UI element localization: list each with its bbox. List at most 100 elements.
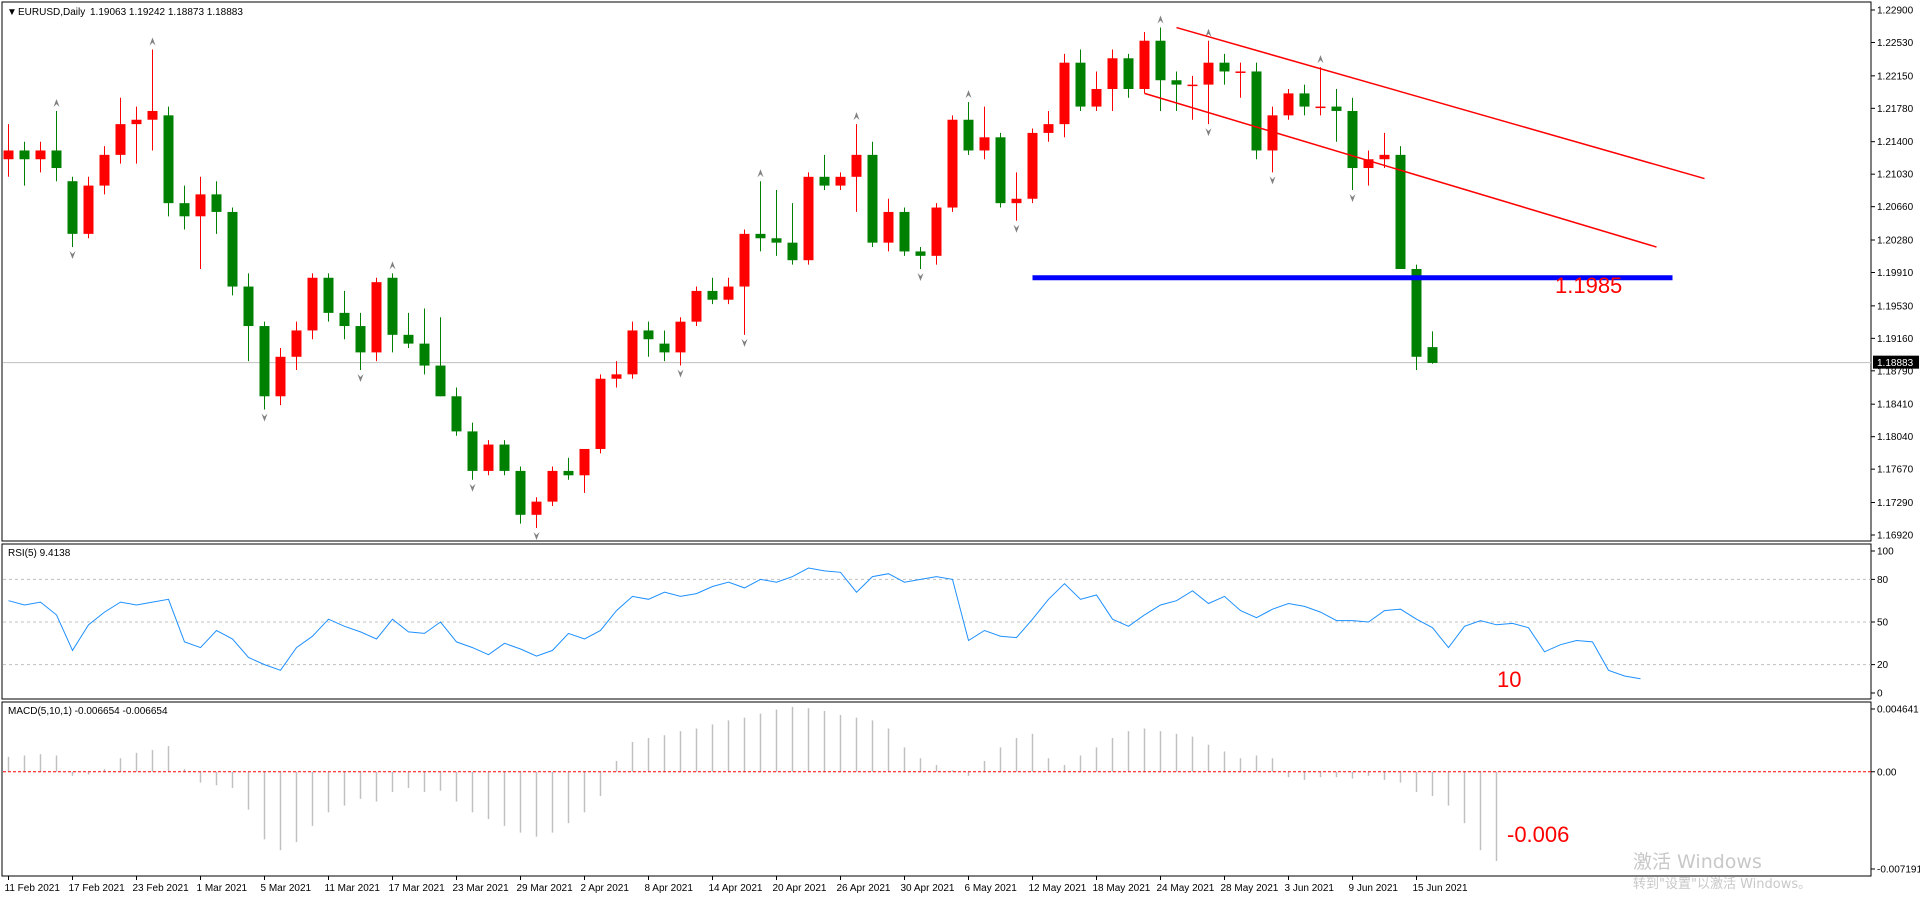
candle bbox=[1283, 89, 1294, 120]
candle-body bbox=[531, 501, 542, 515]
candle bbox=[659, 330, 670, 362]
candle bbox=[1107, 49, 1118, 111]
candle-body bbox=[51, 150, 62, 169]
candle bbox=[291, 321, 302, 370]
candle-body bbox=[419, 343, 430, 366]
fractal-down-icon bbox=[469, 483, 476, 492]
date-tick-label: 1 Mar 2021 bbox=[197, 883, 248, 894]
candle-body bbox=[3, 150, 14, 160]
current-price-box bbox=[1873, 355, 1919, 369]
candle-body bbox=[611, 374, 622, 379]
candle bbox=[915, 247, 926, 269]
candle bbox=[1331, 89, 1342, 142]
candle bbox=[259, 321, 270, 410]
date-tick-label: 6 May 2021 bbox=[965, 883, 1018, 894]
macd-pane[interactable] bbox=[1, 701, 1872, 877]
candle-body bbox=[1395, 154, 1406, 269]
channel-line bbox=[1144, 92, 1657, 248]
price-tick-label: 1.22150 bbox=[1877, 71, 1914, 82]
fractal-up-icon bbox=[965, 90, 972, 99]
candle-body bbox=[1235, 71, 1246, 73]
candle-body bbox=[1299, 93, 1310, 107]
date-tick-label: 14 Apr 2021 bbox=[709, 883, 763, 894]
main-pane[interactable] bbox=[1, 1, 1872, 542]
candle-body bbox=[1219, 62, 1230, 72]
rsi-pane[interactable] bbox=[1, 543, 1872, 700]
date-tick-label: 17 Mar 2021 bbox=[389, 883, 446, 894]
date-tick-label: 29 Mar 2021 bbox=[517, 883, 574, 894]
rsi-tick-label: 0 bbox=[1877, 689, 1883, 700]
candle-body bbox=[147, 110, 158, 120]
candle bbox=[483, 440, 494, 476]
rsi-annotation: 10 bbox=[1497, 667, 1521, 692]
fractal-down-icon bbox=[677, 369, 684, 378]
candle-body bbox=[99, 154, 110, 186]
candle bbox=[1075, 49, 1086, 111]
candle-body bbox=[211, 194, 222, 212]
level-annotation: 1.1985 bbox=[1555, 273, 1622, 298]
macd-tick-label: 0.004641 bbox=[1877, 705, 1919, 716]
macd-tick-label: -0.007191 bbox=[1877, 865, 1920, 876]
date-tick-label: 17 Feb 2021 bbox=[69, 883, 126, 894]
candle bbox=[787, 203, 798, 265]
date-tick-label: 28 May 2021 bbox=[1221, 883, 1279, 894]
candle bbox=[435, 317, 446, 397]
candle bbox=[1315, 67, 1326, 116]
candle-body bbox=[547, 470, 558, 502]
candle bbox=[803, 172, 814, 265]
candle bbox=[819, 154, 830, 190]
rsi-tick-label: 80 bbox=[1877, 575, 1889, 586]
fractal-up-icon bbox=[1157, 15, 1164, 24]
date-tick-label: 15 Jun 2021 bbox=[1413, 883, 1468, 894]
candle-body bbox=[355, 326, 366, 353]
candle bbox=[1059, 53, 1070, 138]
candle-body bbox=[19, 150, 30, 160]
fractal-down-icon bbox=[357, 373, 364, 382]
candle-body bbox=[947, 119, 958, 208]
candle bbox=[851, 124, 862, 212]
candle-body bbox=[195, 194, 206, 217]
candle-body bbox=[499, 444, 510, 471]
candle bbox=[563, 457, 574, 480]
price-tick-label: 1.19910 bbox=[1877, 268, 1914, 279]
candle bbox=[211, 181, 222, 234]
candle-body bbox=[259, 326, 270, 397]
date-tick-label: 20 Apr 2021 bbox=[773, 883, 827, 894]
candle-body bbox=[179, 203, 190, 217]
macd-layer bbox=[3, 706, 1871, 862]
date-tick-label: 18 May 2021 bbox=[1093, 883, 1151, 894]
candle bbox=[979, 106, 990, 160]
candle-body bbox=[707, 290, 718, 300]
candle bbox=[835, 172, 846, 190]
macd-annotation: -0.006 bbox=[1507, 822, 1569, 847]
candle-body bbox=[675, 321, 686, 353]
rsi-layer bbox=[3, 567, 1871, 680]
candle-body bbox=[483, 444, 494, 471]
candle bbox=[227, 207, 238, 296]
candle-body bbox=[467, 431, 478, 471]
candle bbox=[1219, 53, 1230, 85]
candle-body bbox=[1267, 115, 1278, 151]
candle bbox=[243, 273, 254, 362]
candle-body bbox=[1331, 106, 1342, 111]
candle bbox=[195, 176, 206, 269]
candle bbox=[1251, 62, 1262, 160]
date-tick-label: 3 Jun 2021 bbox=[1285, 883, 1335, 894]
candle-body bbox=[83, 185, 94, 234]
candle bbox=[1011, 172, 1022, 221]
candle bbox=[83, 176, 94, 239]
candle bbox=[723, 277, 734, 305]
candle-body bbox=[643, 330, 654, 340]
candle-body bbox=[787, 242, 798, 261]
candle-body bbox=[579, 448, 590, 476]
candle bbox=[1299, 84, 1310, 116]
candle-body bbox=[339, 312, 350, 327]
candle-body bbox=[451, 396, 462, 432]
candle-body bbox=[1347, 110, 1358, 169]
collapse-icon[interactable]: ▼ bbox=[7, 7, 17, 18]
candle bbox=[499, 440, 510, 476]
fractal-up-icon bbox=[757, 169, 764, 178]
candle-body bbox=[387, 277, 398, 335]
candle-body bbox=[915, 251, 926, 256]
date-tick-label: 8 Apr 2021 bbox=[645, 883, 694, 894]
